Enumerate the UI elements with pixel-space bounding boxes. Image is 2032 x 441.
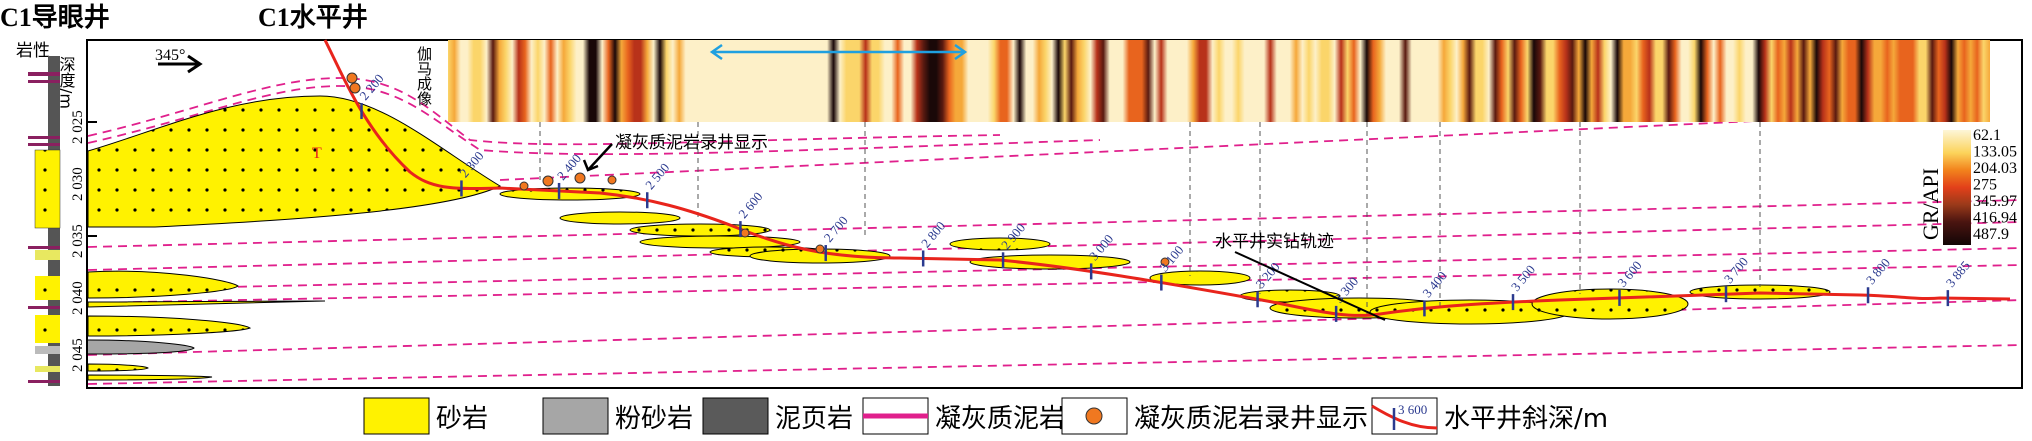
annotation-arrow-icon xyxy=(582,143,613,172)
colorbar-tick-label: 345.97 xyxy=(1973,193,2017,210)
md-tick-label: 3 500 xyxy=(1508,262,1538,294)
horizontal-well-trajectory xyxy=(323,39,2011,317)
colorbar-tick-label: 204.03 xyxy=(1973,160,2017,177)
legend-item: 砂岩 xyxy=(363,397,488,435)
md-tick-label: 3 800 xyxy=(1863,255,1893,287)
horizontal-well-title: C1水平井 xyxy=(258,3,368,32)
md-tick-label: 2 600 xyxy=(735,189,765,221)
legend-label: 泥页岩 xyxy=(775,404,853,434)
legend: 砂岩 粉砂岩 泥页岩 凝灰质泥岩 凝灰质泥岩录井显示 3 600 水平井斜深/m xyxy=(363,397,1608,435)
azimuth-label: 345° xyxy=(155,47,185,64)
md-tick-label: 3 885 xyxy=(1943,258,1973,290)
direction-arrow-icon xyxy=(158,54,203,74)
md-tick-line xyxy=(1371,404,1438,430)
sandstone-swatch xyxy=(363,397,430,435)
md-tick-label: 2 800 xyxy=(918,218,948,250)
legend-item: 凝灰质泥岩 xyxy=(862,397,1065,435)
depth-tick-label: 2 040 xyxy=(70,281,86,315)
legend-item: 泥页岩 xyxy=(702,397,853,435)
colorbar-tick-label: 275 xyxy=(1973,177,1997,194)
colorbar-title: GR/API xyxy=(1918,168,1943,240)
tuff-show-annotation: 凝灰质泥岩录井显示 xyxy=(615,133,768,153)
gr-colorbar xyxy=(1943,130,1971,245)
legend-label: 粉砂岩 xyxy=(615,404,693,434)
siltstone-swatch xyxy=(542,397,609,435)
depth-tick-label: 2 035 xyxy=(70,224,86,258)
colorbar-tick-label: 487.9 xyxy=(1973,226,2009,243)
trajectory-annotation: 水平井实钻轨迹 xyxy=(1215,232,1334,252)
tuff-show-points xyxy=(346,72,1170,267)
sand-body-T xyxy=(87,95,502,228)
depth-header: 深度/m xyxy=(57,56,76,109)
gamma-image-strip xyxy=(448,40,1990,122)
depth-tick-label: 2 030 xyxy=(70,167,86,201)
correlation-lines xyxy=(539,122,1761,314)
sand-body-label: T xyxy=(312,145,322,162)
legend-label: 凝灰质泥岩录井显示 xyxy=(1134,404,1368,434)
sandstone-bodies xyxy=(87,95,1831,381)
lithology-header: 岩性 xyxy=(16,41,50,61)
md-tick-label: 3 600 xyxy=(1614,258,1644,290)
colorbar-tick-label: 133.05 xyxy=(1973,144,2017,161)
colorbar-tick-label: 62.1 xyxy=(1973,127,2001,144)
depth-tick-label: 2 045 xyxy=(70,338,86,372)
colorbar-tick-label: 416.94 xyxy=(1973,210,2017,227)
annotation-arrow-icon xyxy=(1234,251,1386,321)
lithology-column xyxy=(28,56,61,386)
interval-double-arrow-icon xyxy=(709,43,968,61)
md-tick-label: 3 100 xyxy=(1156,242,1186,274)
legend-item: 3 600 水平井斜深/m xyxy=(1371,397,1608,435)
shale-swatch xyxy=(702,397,769,435)
legend-item: 凝灰质泥岩录井显示 xyxy=(1061,397,1368,435)
tuff-show-dot xyxy=(1085,407,1103,425)
legend-label: 凝灰质泥岩 xyxy=(935,404,1065,434)
gamma-label: 伽马成像 xyxy=(415,46,433,106)
tuff-mudstone-lines xyxy=(87,77,2023,385)
legend-label: 水平井斜深/m xyxy=(1444,404,1608,434)
md-tick-label: 2 500 xyxy=(642,160,672,192)
md-tick-label: 2 200 xyxy=(356,71,386,103)
legend-md-sample: 3 600 xyxy=(1398,402,1427,417)
depth-tick-label: 2 025 xyxy=(70,110,86,144)
pilot-well-title: C1导眼井 xyxy=(0,3,110,32)
legend-item: 粉砂岩 xyxy=(542,397,693,435)
md-tick-label: 3 400 xyxy=(1419,268,1449,300)
depth-axis: 2 025 2 030 2 035 2 040 2 045 xyxy=(70,110,97,372)
legend-label: 砂岩 xyxy=(436,404,488,434)
